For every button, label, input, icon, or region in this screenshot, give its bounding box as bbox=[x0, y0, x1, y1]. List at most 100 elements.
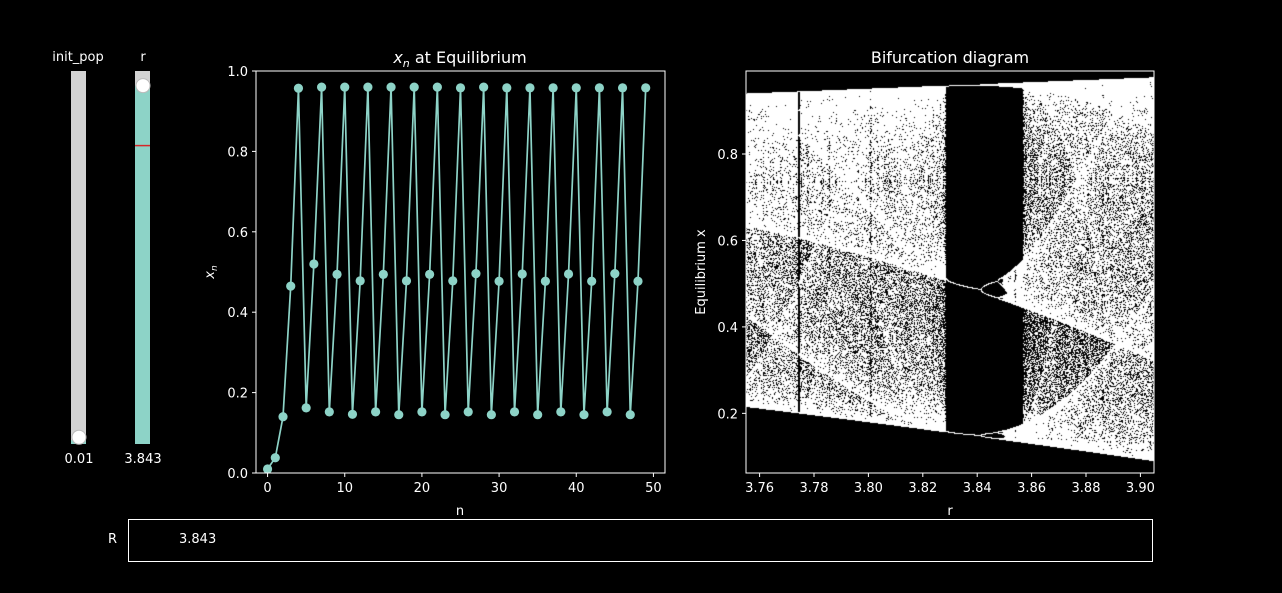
timeseries-point bbox=[479, 82, 489, 92]
r-slider-fill bbox=[135, 85, 150, 444]
timeseries-point bbox=[617, 83, 628, 93]
r-slider-value: 3.843 bbox=[124, 452, 161, 467]
init-pop-slider[interactable]: init_pop 0.01 bbox=[52, 50, 104, 467]
r-textbox-label: R bbox=[108, 532, 118, 547]
timeseries-point bbox=[386, 82, 396, 92]
timeseries-point bbox=[610, 269, 620, 279]
timeseries-point bbox=[301, 403, 311, 413]
timeseries-point bbox=[556, 407, 566, 417]
timeseries-point bbox=[316, 82, 327, 92]
timeseries-chart: xn at Equilibrium 0 10 20 30 40 50 0.00.20.40… bbox=[203, 48, 666, 519]
timeseries-point bbox=[587, 276, 597, 286]
timeseries-point bbox=[486, 410, 496, 420]
timeseries-xtick-label: 40 bbox=[568, 481, 585, 496]
timeseries-point bbox=[455, 83, 466, 93]
timeseries-xtick-label: 20 bbox=[414, 481, 431, 496]
timeseries-point bbox=[525, 83, 535, 93]
bifurcation-ytick-label: 0.6 bbox=[717, 234, 738, 249]
timeseries-point bbox=[425, 269, 435, 280]
timeseries-point bbox=[371, 407, 381, 417]
timeseries-point bbox=[448, 276, 458, 286]
timeseries-point bbox=[355, 276, 365, 286]
timeseries-ytick-label: 0.0 bbox=[227, 467, 248, 482]
r-slider-handle[interactable] bbox=[135, 78, 151, 94]
bifurcation-chart: Bifurcation diagram 3.76 3.78 3.80 3.82 3.84… bbox=[694, 48, 1155, 519]
timeseries-title-base: x bbox=[392, 48, 403, 67]
timeseries-title-rest: at Equilibrium bbox=[410, 48, 527, 67]
timeseries-xtick-label: 10 bbox=[336, 481, 353, 496]
init-pop-slider-track[interactable] bbox=[71, 71, 86, 444]
timeseries-point bbox=[579, 410, 589, 420]
r-slider[interactable]: r 3.843 bbox=[124, 50, 161, 467]
bifurcation-xtick-label: 3.82 bbox=[908, 481, 937, 496]
timeseries-point bbox=[548, 83, 558, 93]
timeseries-point bbox=[286, 281, 296, 291]
timeseries-point bbox=[509, 407, 520, 417]
bifurcation-ytick-label: 0.8 bbox=[717, 148, 738, 163]
timeseries-point bbox=[533, 410, 543, 420]
timeseries-point bbox=[502, 83, 512, 93]
bifurcation-xtick-label: 3.76 bbox=[745, 481, 774, 496]
timeseries-title-sub: n bbox=[403, 57, 410, 70]
timeseries-point bbox=[540, 276, 550, 286]
bifurcation-xtick-label: 3.86 bbox=[1017, 481, 1046, 496]
timeseries-point bbox=[324, 407, 334, 417]
bifurcation-xtick-label: 3.88 bbox=[1072, 481, 1101, 496]
timeseries-point bbox=[340, 82, 350, 92]
timeseries-title: xn at Equilibrium bbox=[392, 48, 526, 70]
bifurcation-plot-area bbox=[746, 71, 1154, 473]
timeseries-point bbox=[625, 410, 635, 420]
timeseries-point bbox=[278, 412, 288, 422]
bifurcation-ylabel: Equilibrium x bbox=[694, 229, 709, 315]
timeseries-point bbox=[378, 269, 388, 280]
timeseries-point bbox=[571, 83, 581, 93]
timeseries-ylabel-base: x bbox=[203, 271, 218, 280]
bifurcation-title: Bifurcation diagram bbox=[871, 48, 1029, 67]
timeseries-point bbox=[602, 407, 612, 417]
timeseries-frame bbox=[255, 70, 666, 474]
timeseries-point bbox=[417, 407, 427, 417]
r-textbox-value[interactable]: 3.843 bbox=[179, 532, 217, 547]
timeseries-point bbox=[594, 83, 605, 93]
bifurcation-points bbox=[746, 71, 1154, 473]
timeseries-ytick-label: 1.0 bbox=[227, 65, 248, 80]
timeseries-ytick-label: 0.6 bbox=[227, 226, 248, 241]
timeseries-ytick-label: 0.2 bbox=[227, 387, 248, 402]
bifurcation-xtick-label: 3.90 bbox=[1126, 481, 1155, 496]
timeseries-xtick-label: 50 bbox=[645, 481, 662, 496]
timeseries-point bbox=[309, 259, 319, 269]
bifurcation-ytick-label: 0.4 bbox=[717, 321, 738, 336]
bifurcation-xlabel: r bbox=[947, 504, 953, 519]
timeseries-point bbox=[471, 269, 481, 279]
init-pop-slider-label: init_pop bbox=[52, 50, 104, 65]
timeseries-line bbox=[266, 87, 647, 470]
timeseries-xtick-label: 30 bbox=[491, 481, 508, 496]
timeseries-point bbox=[347, 409, 358, 419]
timeseries-point bbox=[332, 269, 342, 280]
bifurcation-ytick-label: 0.2 bbox=[717, 407, 738, 422]
timeseries-point bbox=[432, 82, 442, 92]
init-pop-slider-handle[interactable] bbox=[71, 429, 87, 445]
timeseries-xlabel: n bbox=[456, 504, 464, 519]
timeseries-point bbox=[270, 453, 280, 463]
r-textbox[interactable]: 3.843 bbox=[128, 519, 1153, 562]
bifurcation-xtick-label: 3.84 bbox=[963, 481, 992, 496]
timeseries-ylabel-sub: n bbox=[210, 265, 220, 271]
bifurcation-frame bbox=[745, 70, 1155, 474]
timeseries-xtick-label: 0 bbox=[263, 481, 271, 496]
bifurcation-xtick-label: 3.78 bbox=[800, 481, 829, 496]
timeseries-point bbox=[517, 269, 527, 279]
timeseries-point bbox=[409, 82, 419, 92]
init-pop-slider-value: 0.01 bbox=[65, 452, 94, 467]
timeseries-point bbox=[641, 83, 651, 93]
timeseries-point bbox=[394, 410, 404, 420]
timeseries-ylabel: xn bbox=[203, 265, 220, 280]
r-slider-label: r bbox=[140, 50, 146, 65]
timeseries-ytick-label: 0.4 bbox=[227, 306, 248, 321]
timeseries-point bbox=[401, 276, 412, 286]
timeseries-ytick-label: 0.8 bbox=[227, 145, 248, 160]
timeseries-point bbox=[293, 83, 304, 93]
timeseries-point bbox=[262, 464, 273, 474]
timeseries-point bbox=[463, 407, 473, 417]
